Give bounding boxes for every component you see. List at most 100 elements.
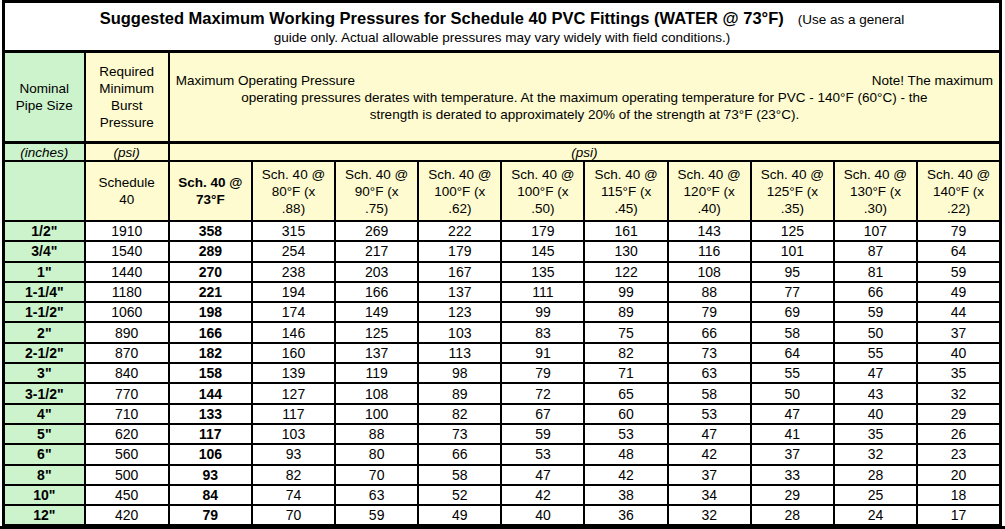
burst-pressure-cell: 560 bbox=[85, 444, 169, 464]
pipe-size-cell: 3/4" bbox=[4, 241, 85, 261]
pressure-value-cell: 198 bbox=[169, 302, 252, 322]
pressure-value-cell: 167 bbox=[418, 262, 501, 282]
pipe-size-cell: 5" bbox=[4, 424, 85, 444]
pressure-value-cell: 73 bbox=[418, 424, 501, 444]
operating-header-line-3: strength is derated to approximately 20%… bbox=[176, 106, 993, 123]
table-row: 1"1440270238203167135122108958159 bbox=[4, 262, 1001, 282]
pressure-value-cell: 217 bbox=[335, 241, 418, 261]
pressure-value-cell: 93 bbox=[169, 465, 252, 485]
pressure-value-cell: 53 bbox=[501, 444, 584, 464]
title-main-text: Suggested Maximum Working Pressures for … bbox=[100, 9, 784, 27]
burst-pressure-cell: 500 bbox=[85, 465, 169, 485]
pressure-value-cell: 32 bbox=[834, 444, 917, 464]
pressure-value-cell: 72 bbox=[501, 383, 584, 403]
table-row: 2-1/2"870182160137113918273645540 bbox=[4, 343, 1001, 363]
column-header-row: Schedule 40Sch. 40 @ 73°FSch. 40 @ 80°F … bbox=[4, 161, 1001, 221]
pressure-value-cell: 106 bbox=[169, 444, 252, 464]
pressure-value-cell: 89 bbox=[584, 302, 667, 322]
pressure-value-cell: 58 bbox=[751, 322, 834, 342]
pipe-size-cell: 1-1/2" bbox=[4, 302, 85, 322]
pressure-value-cell: 358 bbox=[169, 221, 252, 241]
pressure-value-cell: 149 bbox=[335, 302, 418, 322]
pressure-value-cell: 18 bbox=[917, 485, 1000, 505]
table-row: 3-1/2"77014412710889726558504332 bbox=[4, 383, 1001, 403]
pressure-value-cell: 50 bbox=[834, 322, 917, 342]
pressure-value-cell: 161 bbox=[584, 221, 667, 241]
table-row: 1-1/4"11802211941661371119988776649 bbox=[4, 282, 1001, 302]
pressure-value-cell: 74 bbox=[252, 485, 335, 505]
pressure-value-cell: 67 bbox=[501, 404, 584, 424]
pressure-value-cell: 123 bbox=[418, 302, 501, 322]
pressure-value-cell: 95 bbox=[751, 262, 834, 282]
title-line-1: Suggested Maximum Working Pressures for … bbox=[9, 8, 995, 30]
column-header: Sch. 40 @ 90°F (x .75) bbox=[335, 161, 418, 221]
pressure-value-cell: 25 bbox=[834, 485, 917, 505]
pressure-value-cell: 107 bbox=[834, 221, 917, 241]
pressure-value-cell: 29 bbox=[917, 404, 1000, 424]
pressure-value-cell: 111 bbox=[501, 282, 584, 302]
pressure-value-cell: 125 bbox=[751, 221, 834, 241]
pressure-value-cell: 194 bbox=[252, 282, 335, 302]
pipe-size-cell: 2" bbox=[4, 322, 85, 342]
table-row: 1-1/2"1060198174149123998979695944 bbox=[4, 302, 1001, 322]
pressure-value-cell: 35 bbox=[834, 424, 917, 444]
pressure-value-cell: 103 bbox=[252, 424, 335, 444]
pressure-value-cell: 42 bbox=[584, 465, 667, 485]
pressure-value-cell: 133 bbox=[169, 404, 252, 424]
pressure-value-cell: 83 bbox=[501, 322, 584, 342]
title-suffix-text: (Use as a general bbox=[798, 12, 905, 27]
pressure-value-cell: 53 bbox=[668, 404, 751, 424]
pressure-value-cell: 108 bbox=[668, 262, 751, 282]
table-body: 1/2"1910358315269222179161143125107793/4… bbox=[4, 221, 1001, 526]
pressure-value-cell: 49 bbox=[917, 282, 1000, 302]
pressure-value-cell: 43 bbox=[834, 383, 917, 403]
pressure-value-cell: 73 bbox=[668, 343, 751, 363]
pressure-value-cell: 20 bbox=[917, 465, 1000, 485]
pressure-value-cell: 28 bbox=[751, 505, 834, 526]
burst-pressure-cell: 620 bbox=[85, 424, 169, 444]
burst-pressure-cell: 1060 bbox=[85, 302, 169, 322]
pipe-size-cell: 1-1/4" bbox=[4, 282, 85, 302]
pressure-value-cell: 137 bbox=[418, 282, 501, 302]
pressure-value-cell: 66 bbox=[418, 444, 501, 464]
pressure-value-cell: 37 bbox=[917, 322, 1000, 342]
pressure-value-cell: 70 bbox=[335, 465, 418, 485]
pressure-value-cell: 47 bbox=[668, 424, 751, 444]
pressure-value-cell: 117 bbox=[252, 404, 335, 424]
pressure-value-cell: 36 bbox=[584, 505, 667, 526]
pressure-value-cell: 55 bbox=[834, 343, 917, 363]
pressure-value-cell: 17 bbox=[917, 505, 1000, 526]
pressure-value-cell: 182 bbox=[169, 343, 252, 363]
pressure-value-cell: 29 bbox=[751, 485, 834, 505]
burst-pressure-cell: 1440 bbox=[85, 262, 169, 282]
pressure-value-cell: 47 bbox=[501, 465, 584, 485]
pressure-value-cell: 50 bbox=[751, 383, 834, 403]
pressure-value-cell: 127 bbox=[252, 383, 335, 403]
operating-pressure-header: Maximum Operating Pressure Note! The max… bbox=[169, 52, 1001, 143]
pressure-value-cell: 82 bbox=[584, 343, 667, 363]
pressure-value-cell: 125 bbox=[335, 322, 418, 342]
pressure-value-cell: 82 bbox=[252, 465, 335, 485]
pressure-value-cell: 79 bbox=[501, 363, 584, 383]
pipe-size-cell: 3" bbox=[4, 363, 85, 383]
pressure-value-cell: 38 bbox=[584, 485, 667, 505]
pressure-value-cell: 81 bbox=[834, 262, 917, 282]
pressure-value-cell: 99 bbox=[501, 302, 584, 322]
pressure-value-cell: 91 bbox=[501, 343, 584, 363]
pressure-table: Suggested Maximum Working Pressures for … bbox=[2, 0, 1002, 527]
table-row: 3"84015813911998797163554735 bbox=[4, 363, 1001, 383]
pvc-pressure-table-page: Suggested Maximum Working Pressures for … bbox=[0, 0, 1005, 529]
pressure-value-cell: 69 bbox=[751, 302, 834, 322]
units-row: (inches) (psi) (psi) bbox=[4, 143, 1001, 162]
pressure-value-cell: 59 bbox=[834, 302, 917, 322]
table-row: 8"50093827058474237332820 bbox=[4, 465, 1001, 485]
pressure-value-cell: 71 bbox=[584, 363, 667, 383]
pressure-value-cell: 130 bbox=[584, 241, 667, 261]
pressure-value-cell: 42 bbox=[668, 444, 751, 464]
burst-pressure-cell: 420 bbox=[85, 505, 169, 526]
pipe-size-cell: 8" bbox=[4, 465, 85, 485]
burst-pressure-cell: 840 bbox=[85, 363, 169, 383]
table-row: 12"42079705949403632282417 bbox=[4, 505, 1001, 526]
column-header: Sch. 40 @ 140°F (x .22) bbox=[917, 161, 1000, 221]
pressure-value-cell: 32 bbox=[668, 505, 751, 526]
